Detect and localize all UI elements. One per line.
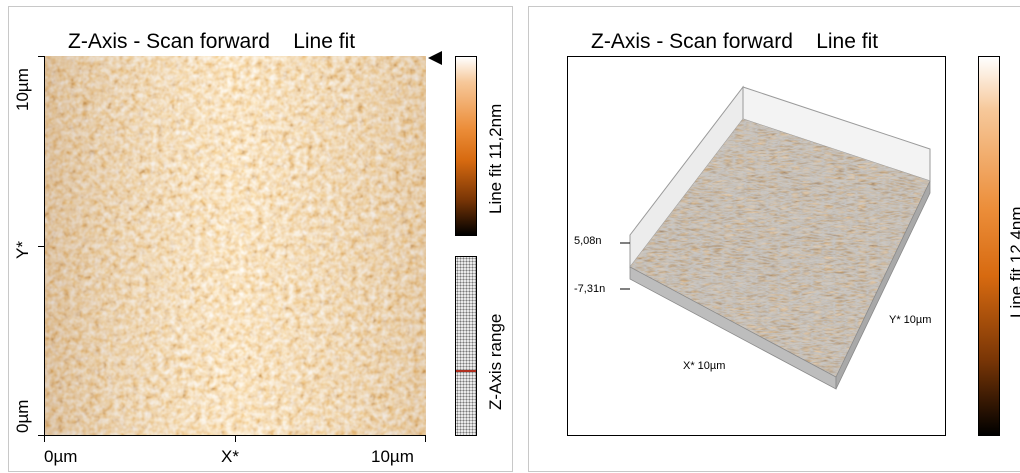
- 3d-view-box[interactable]: [567, 56, 946, 436]
- right-colorbar-label: Line fit 12,4nm: [1007, 206, 1020, 318]
- right-colorbar[interactable]: [978, 56, 1000, 436]
- x-tick-left: [44, 436, 45, 442]
- z-axis-range-bar[interactable]: [455, 256, 477, 436]
- range-marker[interactable]: [456, 370, 476, 372]
- 3d-surface-plot: [620, 85, 931, 390]
- left-panel: [8, 6, 513, 472]
- y-tick-bottom: [38, 435, 44, 436]
- x-min-label: 0µm: [44, 447, 78, 466]
- y-axis-label: Y*: [13, 241, 32, 259]
- scan-image[interactable]: [44, 56, 426, 436]
- y-min-label: 0µm: [13, 399, 32, 433]
- y-tick-top: [38, 56, 44, 57]
- right-panel: [528, 6, 1020, 472]
- y-max-label: 10µm: [13, 68, 32, 111]
- left-panel-title: Z-Axis - Scan forward Line fit: [68, 30, 356, 53]
- z-max-label: 5,08n: [574, 235, 602, 247]
- x-axis-label: X*: [221, 447, 239, 466]
- triangle-left-icon[interactable]: [428, 51, 442, 65]
- x-tick-right: [425, 436, 426, 442]
- x-axis-3d-label: X* 10µm: [683, 360, 726, 372]
- y-tick-mid: [38, 246, 44, 247]
- z-axis-range-label: Z-Axis range: [486, 313, 505, 410]
- y-axis-3d-label: Y* 10µm: [889, 314, 932, 326]
- left-colorbar-label: Line fit 11,2nm: [486, 103, 505, 214]
- z-min-label: -7,31n: [574, 283, 606, 295]
- left-colorbar[interactable]: [455, 56, 477, 236]
- base-front-right: [835, 180, 931, 390]
- x-max-label: 10µm: [371, 447, 414, 466]
- right-panel-title: Z-Axis - Scan forward Line fit: [591, 30, 879, 53]
- x-tick-mid: [235, 436, 236, 442]
